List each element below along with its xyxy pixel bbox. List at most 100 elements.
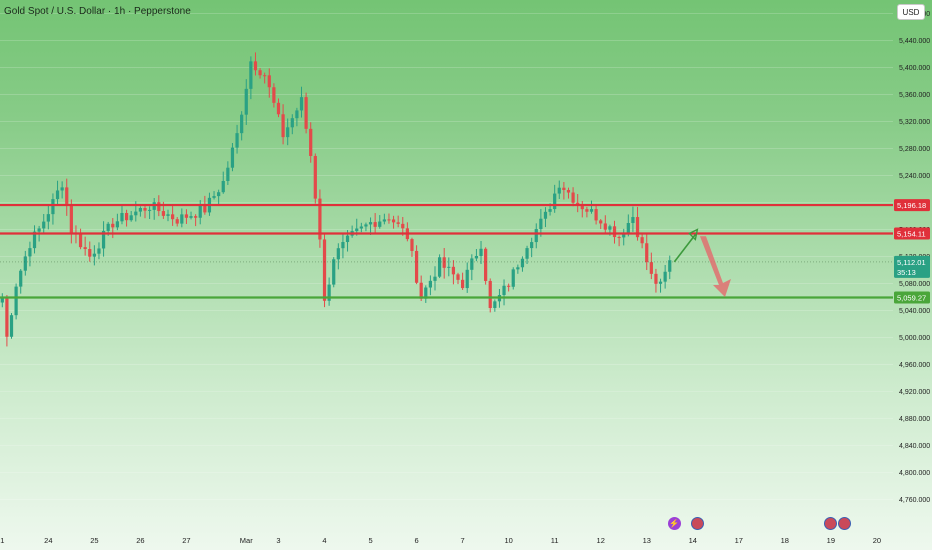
us-flag-event-icon[interactable] (824, 517, 838, 530)
candle-body[interactable] (391, 219, 396, 223)
candle-body[interactable] (502, 285, 506, 296)
candle-body[interactable] (217, 192, 221, 197)
candle-body[interactable] (19, 270, 23, 287)
candle-body[interactable] (295, 110, 299, 119)
candle-body[interactable] (576, 202, 580, 205)
us-flag-event-icon[interactable] (838, 517, 852, 530)
candle-body[interactable] (470, 258, 474, 270)
candle-body[interactable] (5, 297, 9, 337)
candle-body[interactable] (249, 61, 253, 89)
candle-body[interactable] (313, 155, 317, 199)
candle-body[interactable] (396, 222, 400, 224)
candle-body[interactable] (272, 87, 276, 103)
candle-body[interactable] (626, 223, 630, 235)
candle-body[interactable] (640, 237, 644, 244)
candle-body[interactable] (78, 234, 83, 248)
candle-body[interactable] (479, 248, 483, 256)
candle-body[interactable] (194, 216, 198, 218)
candle-body[interactable] (608, 226, 612, 230)
candle-body[interactable] (635, 217, 640, 238)
candle-body[interactable] (46, 214, 50, 222)
candle-body[interactable] (493, 301, 497, 308)
candle-body[interactable] (649, 262, 653, 274)
candle-body[interactable] (157, 202, 161, 212)
candle-body[interactable] (534, 229, 538, 243)
candle-body[interactable] (424, 287, 428, 299)
candle-body[interactable] (101, 230, 106, 249)
candle-body[interactable] (603, 223, 607, 230)
candle-body[interactable] (382, 219, 386, 222)
candle-body[interactable] (663, 271, 667, 282)
candle-body[interactable] (433, 276, 437, 281)
candle-body[interactable] (437, 257, 442, 277)
candle-body[interactable] (120, 212, 124, 222)
candle-body[interactable] (290, 118, 294, 128)
candle-body[interactable] (355, 228, 359, 232)
candle-body[interactable] (83, 247, 87, 250)
candle-body[interactable] (263, 75, 267, 77)
candle-body[interactable] (322, 239, 327, 301)
candle-body[interactable] (520, 258, 525, 268)
candle-body[interactable] (134, 211, 138, 216)
candle-body[interactable] (364, 224, 368, 227)
candle-body[interactable] (267, 75, 271, 88)
candle-body[interactable] (474, 255, 479, 259)
candle-body[interactable] (557, 187, 561, 194)
candle-body[interactable] (299, 97, 304, 111)
candle-body[interactable] (488, 280, 492, 308)
candle-body[interactable] (138, 208, 143, 212)
candle-body[interactable] (166, 214, 170, 216)
candle-body[interactable] (345, 235, 350, 243)
candle-body[interactable] (226, 167, 230, 181)
candle-body[interactable] (571, 192, 575, 203)
candle-body[interactable] (0, 297, 4, 303)
candle-body[interactable] (368, 222, 373, 225)
candle-body[interactable] (51, 199, 55, 215)
candle-body[interactable] (143, 208, 147, 211)
candle-body[interactable] (235, 133, 239, 148)
candle-body[interactable] (276, 102, 281, 115)
candle-body[interactable] (447, 266, 451, 268)
candle-body[interactable] (171, 214, 175, 220)
candle-body[interactable] (230, 147, 235, 168)
candle-body[interactable] (92, 253, 96, 257)
candle-body[interactable] (286, 127, 290, 138)
candle-body[interactable] (258, 70, 262, 76)
candle-body[interactable] (111, 223, 115, 228)
candle-body[interactable] (180, 214, 184, 224)
candle-body[interactable] (442, 257, 446, 268)
candle-body[interactable] (645, 243, 649, 263)
candle-body[interactable] (212, 196, 216, 198)
currency-button[interactable]: USD (897, 4, 925, 20)
candle-body[interactable] (304, 97, 308, 129)
candle-body[interactable] (612, 226, 617, 238)
candle-body[interactable] (341, 242, 345, 249)
candle-body[interactable] (32, 231, 37, 249)
candle-body[interactable] (548, 209, 552, 212)
candle-body[interactable] (622, 234, 626, 238)
candle-body[interactable] (378, 221, 382, 227)
candle-body[interactable] (332, 259, 336, 285)
candle-body[interactable] (65, 187, 69, 206)
candle-body[interactable] (115, 221, 119, 228)
candle-body[interactable] (42, 221, 46, 229)
candle-body[interactable] (88, 249, 92, 257)
candle-body[interactable] (14, 286, 18, 316)
candle-body[interactable] (161, 211, 166, 216)
candle-body[interactable] (203, 205, 207, 213)
candle-body[interactable] (580, 204, 584, 210)
candle-body[interactable] (359, 226, 363, 229)
candle-body[interactable] (465, 269, 469, 289)
candle-body[interactable] (507, 285, 511, 287)
candle-body[interactable] (281, 114, 285, 138)
candle-body[interactable] (129, 215, 133, 221)
candle-body[interactable] (60, 187, 64, 191)
candle-body[interactable] (147, 209, 152, 211)
candle-body[interactable] (327, 284, 331, 301)
candle-body[interactable] (28, 248, 32, 257)
candle-body[interactable] (244, 88, 248, 115)
candle-body[interactable] (460, 279, 465, 289)
candle-body[interactable] (309, 128, 313, 156)
candle-body[interactable] (428, 280, 433, 288)
